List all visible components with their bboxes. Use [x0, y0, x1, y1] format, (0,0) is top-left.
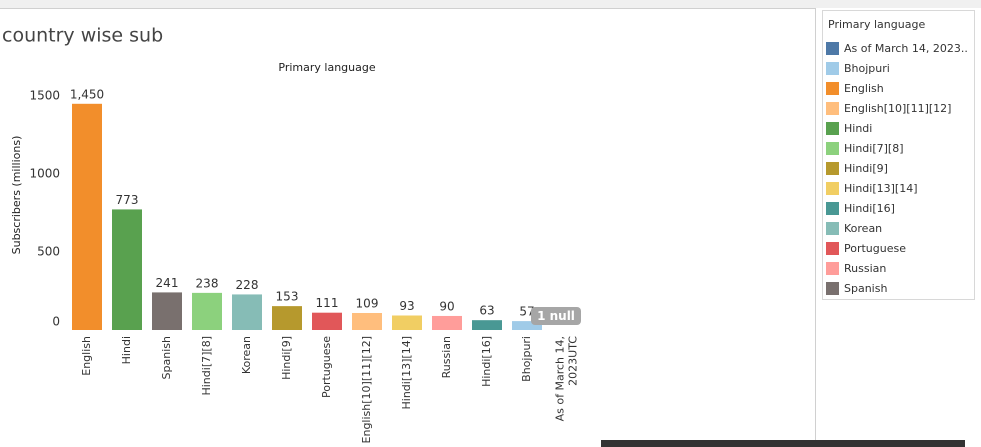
value-label: 111: [316, 296, 339, 310]
x-tick-label: Hindi[9]: [280, 336, 293, 380]
legend-label: Hindi: [844, 122, 872, 135]
bar: [312, 312, 342, 330]
y-tick-label: 1500: [29, 89, 60, 103]
y-tick-label: 0: [52, 315, 60, 329]
x-tick-label: As of March 14,2023UTC: [554, 336, 580, 422]
value-label: 241: [156, 276, 179, 290]
legend-swatch: [826, 82, 839, 95]
value-label: 238: [196, 276, 219, 290]
bar: [432, 315, 462, 330]
bar: [72, 103, 102, 330]
legend-swatch: [826, 262, 839, 275]
legend-label: Portuguese: [844, 242, 906, 255]
bar: [392, 315, 422, 330]
null-indicator: 1 null: [537, 309, 575, 323]
value-label: 63: [479, 304, 494, 318]
legend-swatch: [826, 102, 839, 115]
x-tick-label: Hindi[16]: [480, 336, 493, 387]
top-strip: [0, 0, 981, 8]
bar: [472, 320, 502, 330]
legend-label: Hindi[16]: [844, 202, 895, 215]
x-tick-label: Russian: [440, 336, 453, 378]
x-tick-label: Hindi[13][14]: [400, 336, 413, 410]
bar: [352, 312, 382, 330]
y-tick-label: 1000: [29, 167, 60, 181]
legend-label: Hindi[13][14]: [844, 182, 918, 195]
value-label: 153: [276, 290, 299, 304]
legend-label: English[10][11][12]: [844, 102, 951, 115]
bar: [232, 294, 262, 330]
value-label: 1,450: [70, 87, 104, 101]
x-tick-label: Spanish: [160, 336, 173, 379]
legend-label: Korean: [844, 222, 882, 235]
legend-swatch: [826, 142, 839, 155]
legend-box: [822, 10, 975, 300]
value-label: 57: [519, 305, 534, 319]
y-axis-label: Subscribers (millions): [10, 136, 23, 255]
legend-label: As of March 14, 2023..: [844, 42, 968, 55]
legend-label: Russian: [844, 262, 886, 275]
null-badge: [531, 307, 581, 325]
legend-swatch: [826, 202, 839, 215]
legend-swatch: [826, 242, 839, 255]
legend-swatch: [826, 162, 839, 175]
x-tick-label: Korean: [240, 336, 253, 374]
bar: [112, 209, 142, 330]
chart-title: country wise sub: [2, 25, 163, 47]
x-tick-label: English[10][11][12]: [360, 336, 373, 443]
value-label: 773: [116, 193, 139, 207]
value-label: 109: [356, 296, 379, 310]
value-label: 228: [236, 278, 259, 292]
value-label: 90: [439, 299, 454, 313]
legend-swatch: [826, 282, 839, 295]
bottom-bar: [601, 440, 965, 447]
legend-swatch: [826, 222, 839, 235]
x-tick-label: Hindi: [120, 336, 133, 364]
value-label: 93: [399, 299, 414, 313]
legend-swatch: [826, 182, 839, 195]
legend-swatch: [826, 122, 839, 135]
legend-label: Bhojpuri: [844, 62, 890, 75]
y-tick-label: 500: [37, 245, 60, 259]
x-tick-label: Portuguese: [320, 336, 333, 398]
x-tick-label: English: [80, 336, 93, 376]
bar: [272, 306, 302, 330]
bar: [512, 321, 542, 330]
legend-label: English: [844, 82, 884, 95]
x-tick-label: Bhojpuri: [520, 336, 533, 382]
legend-swatch: [826, 42, 839, 55]
legend-label: Hindi[9]: [844, 162, 888, 175]
x-tick-label: Hindi[7][8]: [200, 336, 213, 396]
x-header: Primary language: [278, 61, 375, 74]
legend-label: Hindi[7][8]: [844, 142, 904, 155]
legend-label: Spanish: [844, 282, 887, 295]
legend-swatch: [826, 62, 839, 75]
bar: [192, 292, 222, 330]
legend-title: Primary language: [828, 18, 925, 31]
bar: [152, 292, 182, 330]
